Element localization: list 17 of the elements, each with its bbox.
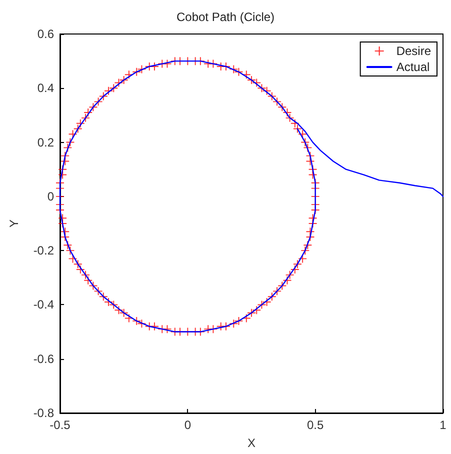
x-tick-label: 0	[184, 418, 192, 432]
y-tick-label: 0.6	[37, 27, 54, 41]
y-axis-title: Y	[7, 219, 21, 228]
legend-label: Desire	[396, 44, 432, 58]
x-axis-title: X	[247, 436, 256, 450]
y-tick-label: -0.4	[33, 298, 54, 312]
x-tick-label: 1	[440, 418, 447, 432]
y-tick-label: -0.6	[33, 352, 54, 366]
x-tick-label: -0.5	[50, 418, 71, 432]
y-tick-label: -0.8	[33, 406, 54, 420]
y-tick-label: 0.4	[37, 81, 54, 96]
y-tick-label: 0	[47, 189, 54, 204]
y-tick-label: 0.2	[37, 135, 54, 150]
y-tick-label: -0.2	[33, 244, 54, 258]
legend-label: Actual	[396, 60, 430, 74]
chart-title: Cobot Path (Cicle)	[176, 10, 275, 24]
x-tick-label: 0.5	[306, 418, 324, 432]
